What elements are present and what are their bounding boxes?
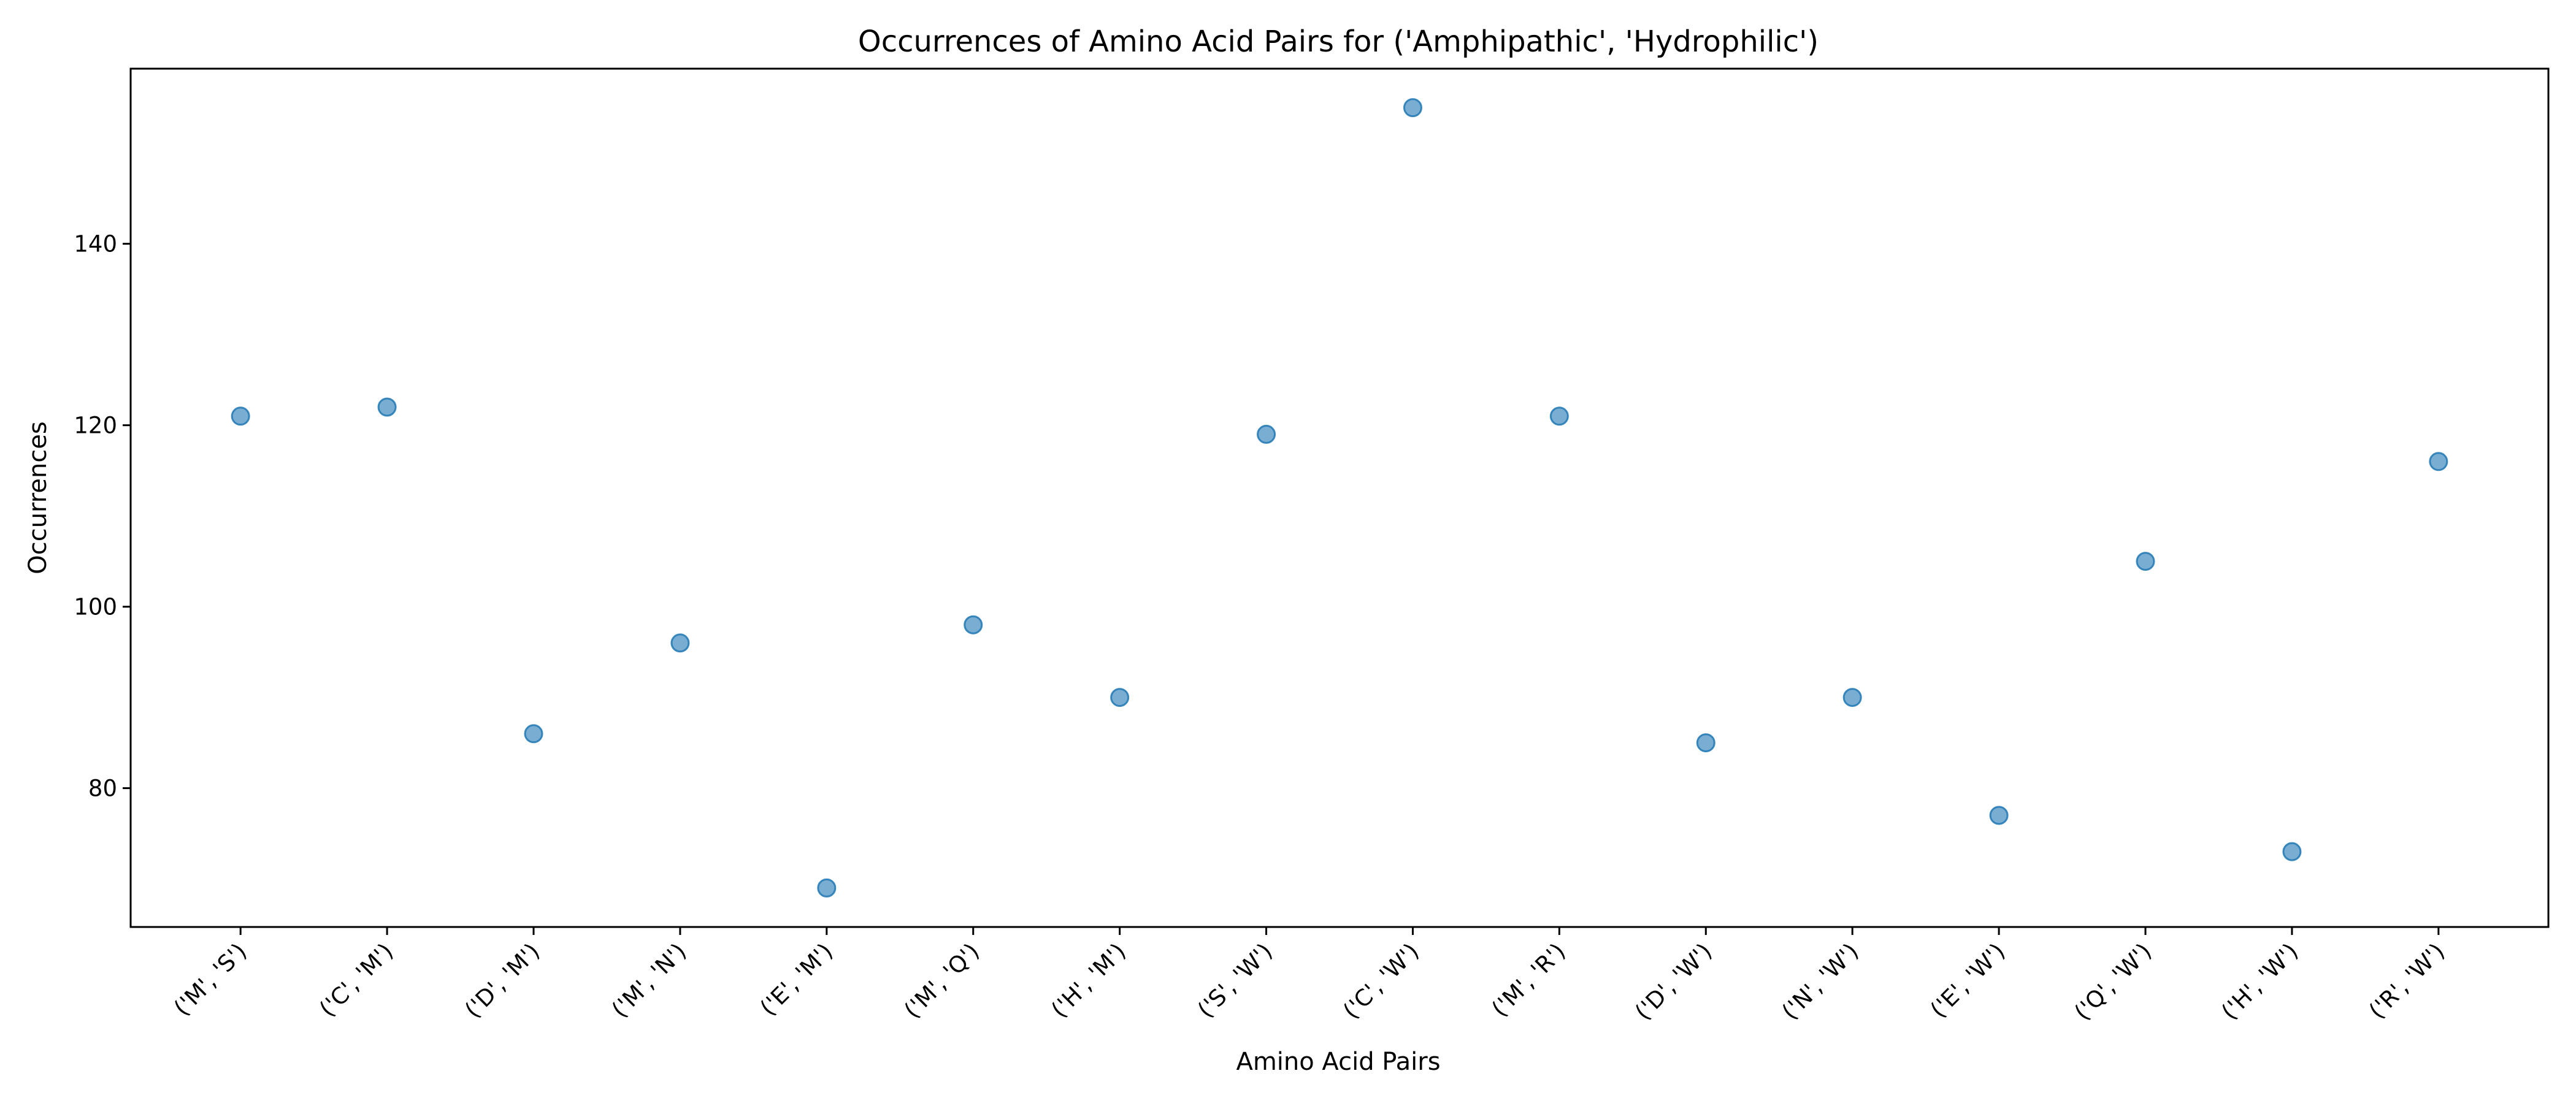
data-point — [670, 633, 690, 653]
chart-title: Occurrences of Amino Acid Pairs for ('Am… — [858, 25, 1819, 59]
y-axis-ticks: 80 100 120 140 — [74, 231, 131, 802]
data-point — [1696, 733, 1715, 753]
x-axis-label: Amino Acid Pairs — [1236, 1048, 1440, 1076]
y-tick-label: 100 — [74, 594, 117, 620]
data-point — [377, 397, 397, 417]
data-point — [2429, 452, 2448, 471]
data-point — [1549, 406, 1569, 426]
data-point — [817, 878, 837, 898]
plot-frame — [129, 67, 2550, 928]
y-tick-label: 140 — [74, 231, 117, 257]
y-tick-label: 120 — [74, 413, 117, 439]
data-point — [1257, 424, 1276, 444]
data-points — [231, 98, 2448, 898]
data-point — [1842, 688, 1862, 707]
y-tick-label: 80 — [88, 776, 117, 802]
data-point — [231, 406, 250, 426]
data-point — [964, 615, 983, 635]
data-point — [1403, 98, 1422, 118]
y-axis-label: Occurrences — [24, 421, 52, 574]
data-point — [2136, 552, 2155, 571]
data-point — [1989, 806, 2009, 825]
data-point — [1110, 688, 1130, 707]
data-point — [524, 724, 543, 744]
data-point — [2282, 842, 2302, 861]
